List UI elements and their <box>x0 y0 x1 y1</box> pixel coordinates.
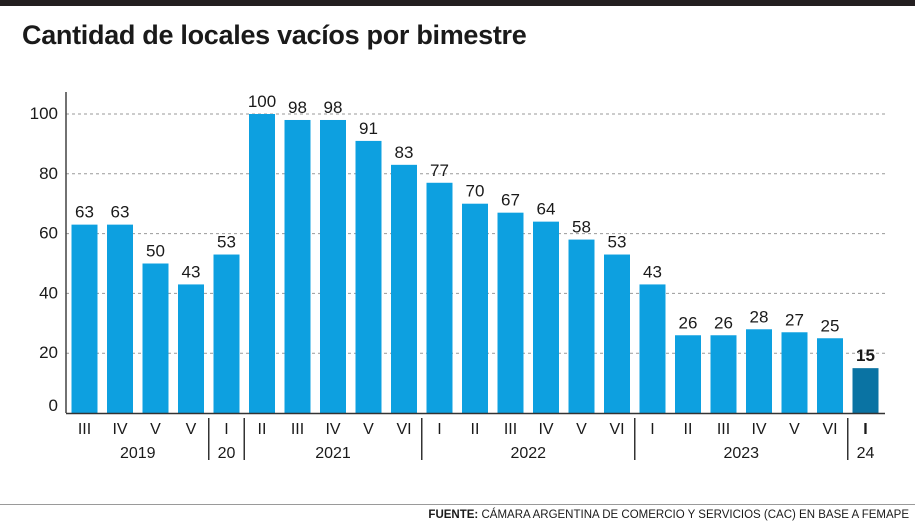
bar <box>355 140 382 413</box>
top-rule <box>0 0 915 6</box>
data-label: 26 <box>679 313 698 332</box>
bar <box>462 203 488 413</box>
data-label: 43 <box>182 262 201 281</box>
x-tick-label: V <box>576 421 587 438</box>
year-label: 2021 <box>315 445 351 462</box>
data-label: 98 <box>288 98 307 117</box>
data-label: 83 <box>395 143 414 162</box>
source-label: FUENTE: <box>428 509 479 521</box>
bar <box>284 119 311 413</box>
bar <box>533 221 559 413</box>
data-label: 25 <box>821 316 840 335</box>
data-label: 58 <box>572 218 591 237</box>
bar <box>71 224 98 413</box>
x-tick-label: V <box>789 421 800 438</box>
bar <box>817 338 843 413</box>
bar <box>142 263 169 413</box>
x-tick-label: III <box>78 421 91 438</box>
data-label: 53 <box>217 233 236 252</box>
chart-title: Cantidad de locales vacíos por bimestre <box>22 20 527 50</box>
data-label: 50 <box>146 242 165 261</box>
data-label: 27 <box>785 310 804 329</box>
y-tick-label: 0 <box>49 396 58 415</box>
bar <box>178 284 204 413</box>
bar <box>426 182 453 413</box>
x-tick-label: IV <box>325 421 340 438</box>
data-label: 15 <box>856 346 875 365</box>
x-tick-label: I <box>863 421 867 438</box>
bar <box>746 329 772 413</box>
x-tick-label: I <box>437 421 441 438</box>
bar <box>639 284 666 413</box>
bar <box>107 224 133 413</box>
year-label: 24 <box>857 445 875 462</box>
x-tick-label: IV <box>112 421 127 438</box>
y-tick-label: 20 <box>39 343 58 362</box>
x-tick-label: III <box>291 421 304 438</box>
x-tick-label: II <box>471 421 480 438</box>
bar <box>675 335 701 413</box>
bar <box>497 212 524 413</box>
y-tick-label: 80 <box>39 164 58 183</box>
x-tick-label: V <box>150 421 161 438</box>
x-tick-label: VI <box>822 421 837 438</box>
data-label: 70 <box>466 182 485 201</box>
x-tick-label: IV <box>751 421 766 438</box>
source-text: CÁMARA ARGENTINA DE COMERCIO Y SERVICIOS… <box>481 509 909 521</box>
data-label: 98 <box>324 98 343 117</box>
x-tick-label: III <box>504 421 517 438</box>
bar <box>568 239 595 413</box>
y-tick-label: 100 <box>30 104 58 123</box>
x-tick-label: I <box>650 421 654 438</box>
bar <box>249 114 275 413</box>
footer-rule <box>0 504 915 505</box>
data-label: 53 <box>608 233 627 252</box>
data-label: 67 <box>501 191 520 210</box>
bar <box>781 332 808 413</box>
x-tick-label: VI <box>396 421 411 438</box>
bar <box>710 335 737 413</box>
x-tick-label: II <box>684 421 693 438</box>
bar <box>604 254 630 413</box>
x-tick-label: III <box>717 421 730 438</box>
x-tick-label: V <box>363 421 374 438</box>
x-tick-label: V <box>186 421 197 438</box>
x-tick-label: VI <box>609 421 624 438</box>
data-label: 100 <box>248 92 276 111</box>
y-tick-label: 60 <box>39 224 58 243</box>
data-label: 64 <box>537 200 556 219</box>
data-label: 91 <box>359 119 378 138</box>
data-label: 77 <box>430 161 449 180</box>
bar <box>852 368 879 413</box>
data-label: 63 <box>111 203 130 222</box>
x-tick-label: I <box>224 421 228 438</box>
data-label: 63 <box>75 203 94 222</box>
x-tick-label: II <box>258 421 267 438</box>
bar-chart: 02040608010063III63IV50V43V53I100II98III… <box>30 92 885 462</box>
bar <box>391 164 417 413</box>
data-label: 43 <box>643 262 662 281</box>
year-label: 20 <box>218 445 236 462</box>
year-label: 2019 <box>120 445 156 462</box>
bar <box>320 119 346 413</box>
data-label: 28 <box>750 307 769 326</box>
source-note: FUENTE: CÁMARA ARGENTINA DE COMERCIO Y S… <box>428 509 909 521</box>
bar <box>213 254 240 413</box>
y-tick-label: 40 <box>39 283 58 302</box>
x-tick-label: IV <box>538 421 553 438</box>
year-label: 2023 <box>723 445 759 462</box>
data-label: 26 <box>714 313 733 332</box>
year-label: 2022 <box>510 445 546 462</box>
